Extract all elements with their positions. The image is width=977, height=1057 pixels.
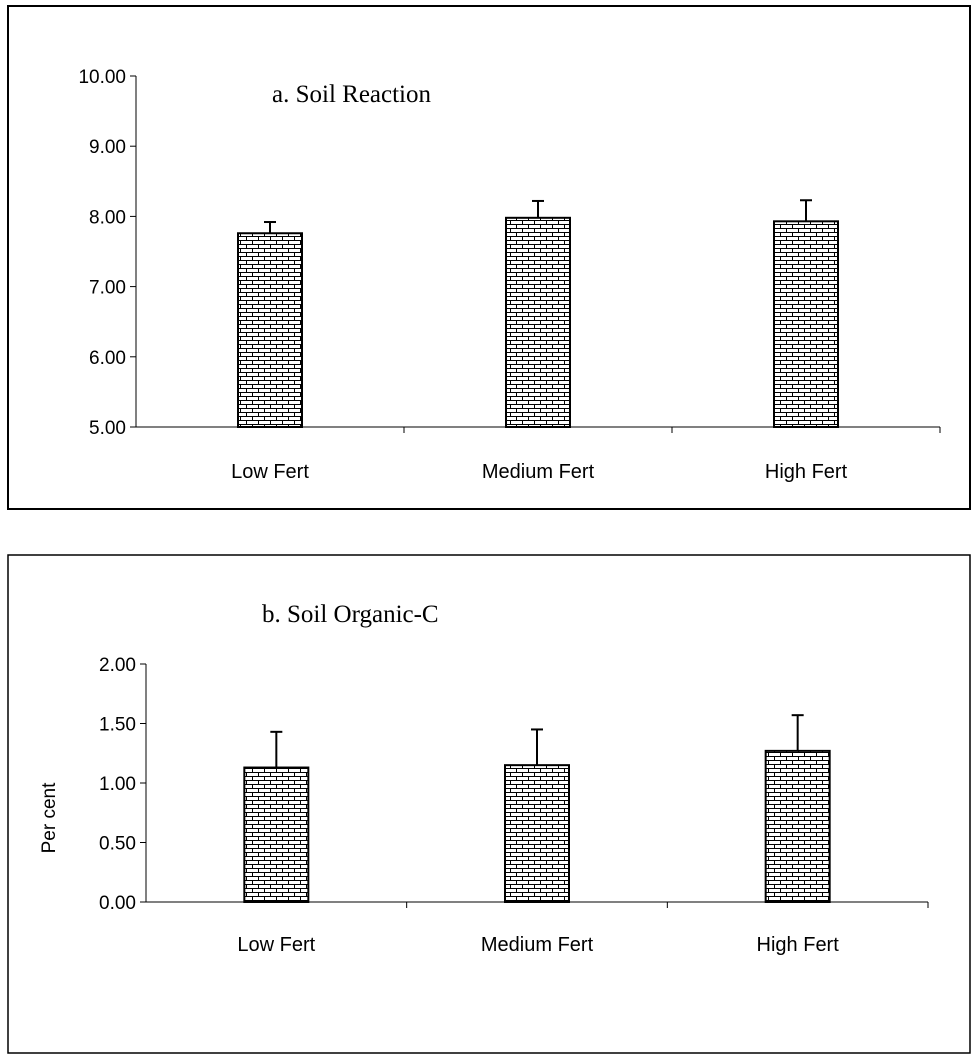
- x-category-label: High Fert: [765, 461, 848, 483]
- bar: [504, 764, 570, 904]
- bars: [237, 199, 839, 428]
- axes: 0.00 0.50 1.00 1.50 2.00 Low Fert Medium Fert H…: [99, 655, 929, 956]
- x-category-label: Medium Fert: [482, 461, 595, 483]
- y-tick-label: 5.00: [89, 418, 126, 439]
- bar: [505, 216, 571, 428]
- y-tick-label: 1.00: [99, 774, 136, 795]
- bar: [764, 749, 831, 903]
- y-tick-label: 8.00: [89, 207, 126, 228]
- chart-title: b. Soil Organic-C: [262, 601, 439, 628]
- y-tick-label: 0.00: [99, 893, 136, 914]
- bar: [237, 232, 303, 428]
- x-category-label: Medium Fert: [481, 934, 594, 956]
- bar: [773, 220, 839, 428]
- y-tick-label: 9.00: [89, 137, 126, 158]
- y-tick-label: 2.00: [99, 655, 136, 676]
- y-tick-label: 1.50: [99, 715, 136, 736]
- axes: 5.00 6.00 7.00 8.00 9.00 10.00 Low Fert Medium …: [78, 67, 941, 483]
- y-tick-label: 0.50: [99, 834, 136, 855]
- bars: [243, 714, 831, 904]
- chart-title: a. Soil Reaction: [272, 81, 431, 108]
- chart-panel-soil-organic-c: b. Soil Organic-C Per cent 0.00 0.50 1.00 1…: [7, 554, 971, 1054]
- y-axis-title: Per cent: [39, 782, 60, 853]
- x-category-label: Low Fert: [237, 934, 315, 956]
- y-tick-label: 10.00: [78, 67, 126, 88]
- y-tick-label: 7.00: [89, 278, 126, 299]
- x-category-label: Low Fert: [231, 461, 309, 483]
- x-category-label: High Fert: [757, 934, 840, 956]
- chart-panel-soil-reaction: a. Soil Reaction 5.00 6.00 7.00 8.00 9.00 10.…: [7, 5, 971, 510]
- y-tick-label: 6.00: [89, 348, 126, 369]
- bar: [243, 766, 310, 904]
